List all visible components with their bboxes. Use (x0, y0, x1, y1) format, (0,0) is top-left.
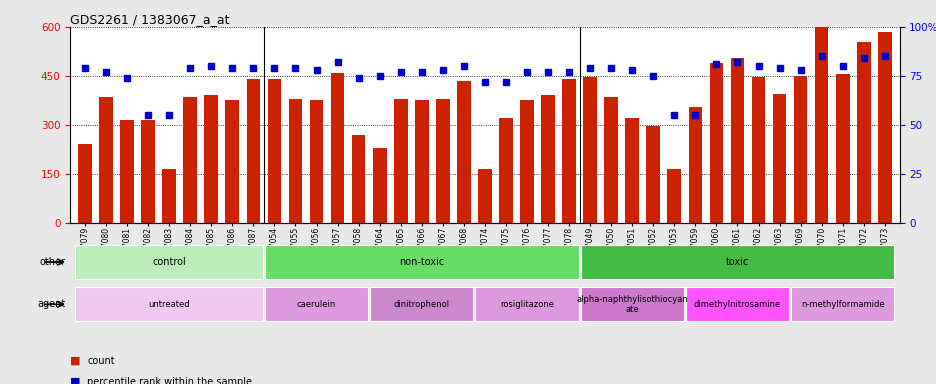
Bar (856, 41, 870, 223)
Bar (562, 79, 576, 223)
Text: alpha-naphthylisothiocyan
ate: alpha-naphthylisothiocyan ate (576, 295, 687, 314)
Bar (435, 99, 449, 223)
Bar (814, 27, 827, 223)
Bar (751, 78, 765, 223)
Bar (877, 32, 891, 223)
Bar (624, 118, 638, 223)
Bar (246, 79, 260, 223)
Bar (330, 73, 344, 223)
Bar (730, 58, 743, 223)
Bar (120, 120, 134, 223)
Bar (519, 100, 534, 223)
Bar (541, 95, 554, 223)
Text: control: control (153, 257, 186, 267)
Text: toxic: toxic (725, 257, 749, 267)
Bar (499, 118, 512, 223)
Text: n-methylformamide: n-methylformamide (800, 300, 884, 309)
Text: ■: ■ (70, 377, 80, 384)
Text: dinitrophenol: dinitrophenol (393, 300, 449, 309)
Bar (226, 100, 239, 223)
Text: ■: ■ (70, 356, 80, 366)
Bar (709, 63, 723, 223)
Bar (793, 76, 807, 223)
Text: untreated: untreated (148, 300, 190, 309)
Bar (99, 97, 112, 223)
Bar (457, 81, 470, 223)
Text: non-toxic: non-toxic (399, 257, 444, 267)
Bar (583, 78, 596, 223)
Bar (288, 99, 302, 223)
Text: other: other (39, 257, 66, 267)
Bar (646, 126, 659, 223)
Bar (351, 135, 365, 223)
Bar (835, 74, 849, 223)
Bar (204, 95, 218, 223)
Bar (183, 97, 197, 223)
Text: agent: agent (37, 299, 66, 310)
Bar (78, 144, 92, 223)
Text: count: count (87, 356, 114, 366)
Text: rosiglitazone: rosiglitazone (500, 300, 553, 309)
Bar (604, 97, 618, 223)
Bar (162, 169, 176, 223)
Bar (415, 100, 428, 223)
Bar (772, 94, 785, 223)
Bar (688, 107, 701, 223)
Text: percentile rank within the sample: percentile rank within the sample (87, 377, 252, 384)
Text: caerulein: caerulein (297, 300, 336, 309)
Bar (373, 148, 386, 223)
Bar (477, 169, 491, 223)
Bar (666, 169, 680, 223)
Bar (393, 99, 407, 223)
Bar (310, 100, 323, 223)
Text: dimethylnitrosamine: dimethylnitrosamine (693, 300, 781, 309)
Bar (141, 120, 154, 223)
Bar (268, 79, 281, 223)
Text: GDS2261 / 1383067_a_at: GDS2261 / 1383067_a_at (70, 13, 229, 26)
